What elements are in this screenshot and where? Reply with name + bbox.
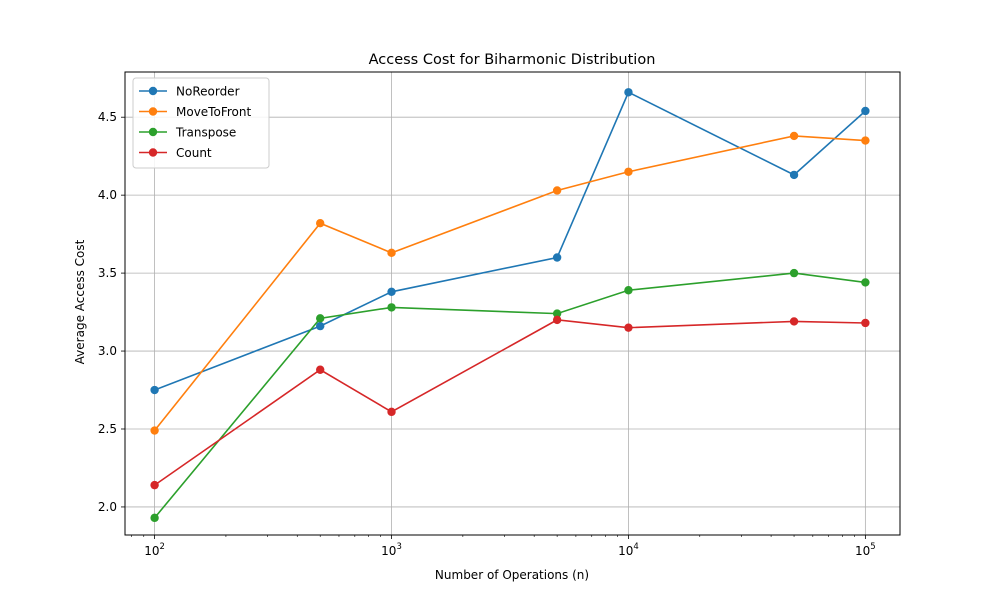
legend-label: Transpose	[175, 126, 236, 140]
data-point-noreorder	[861, 106, 870, 116]
data-point-noreorder	[387, 287, 396, 297]
series-layer	[150, 88, 870, 523]
data-point-transpose	[789, 268, 799, 278]
legend-label: Count	[176, 146, 212, 160]
data-point-transpose	[316, 314, 325, 323]
data-point-transpose	[387, 303, 396, 312]
legend-label: NoReorder	[176, 85, 240, 99]
plot-frame	[124, 71, 901, 536]
data-point-transpose	[552, 309, 562, 318]
data-point-count	[150, 480, 159, 490]
data-point-movetofront	[624, 167, 633, 176]
data-point-count	[316, 365, 325, 374]
data-point-count	[552, 315, 562, 325]
x-tick-label: 102	[144, 542, 165, 558]
x-tick-label: 103	[381, 542, 402, 558]
data-point-noreorder	[150, 385, 159, 395]
data-point-noreorder	[624, 88, 633, 97]
legend-swatch-marker	[148, 86, 158, 96]
data-point-movetofront	[387, 248, 396, 258]
data-point-noreorder	[552, 253, 562, 262]
data-point-count	[387, 407, 396, 417]
data-point-movetofront	[316, 219, 325, 228]
data-point-transpose	[861, 278, 870, 287]
data-point-count	[861, 318, 870, 328]
legend: NoReorder MoveToFront Transpose Count	[132, 77, 270, 169]
y-axis-label: Average Access Cost	[73, 239, 87, 364]
x-axis-label: Number of Operations (n)	[435, 568, 589, 582]
legend-swatch-marker	[148, 148, 158, 157]
y-tick-label: 2.5	[98, 422, 117, 436]
legend-box	[132, 77, 270, 169]
legend-swatch-marker	[148, 107, 158, 116]
data-point-count	[789, 317, 799, 326]
y-tick-label: 3.0	[98, 344, 117, 358]
x-tick-label: 104	[618, 542, 639, 558]
y-tick-label: 2.0	[98, 500, 117, 514]
x-tick-label: 105	[855, 542, 876, 558]
data-point-count	[624, 323, 633, 332]
data-point-movetofront	[552, 186, 562, 195]
data-point-transpose	[150, 513, 159, 523]
data-point-movetofront	[861, 136, 870, 145]
data-point-noreorder	[789, 170, 799, 180]
legend-swatch-marker	[148, 127, 158, 137]
legend-label: MoveToFront	[176, 105, 251, 119]
y-tick-label: 4.5	[98, 110, 117, 124]
data-point-movetofront	[789, 131, 799, 141]
axis-ticks: 102 103 104 105 2.0 2.5 3.0 3.5 4.0 4.5	[98, 110, 876, 558]
y-tick-label: 4.0	[98, 188, 117, 202]
data-point-movetofront	[150, 426, 159, 435]
data-point-noreorder	[316, 321, 325, 331]
data-point-transpose	[624, 286, 633, 295]
y-tick-label: 3.5	[98, 266, 117, 280]
chart-title: Access Cost for Biharmonic Distribution	[369, 52, 656, 68]
